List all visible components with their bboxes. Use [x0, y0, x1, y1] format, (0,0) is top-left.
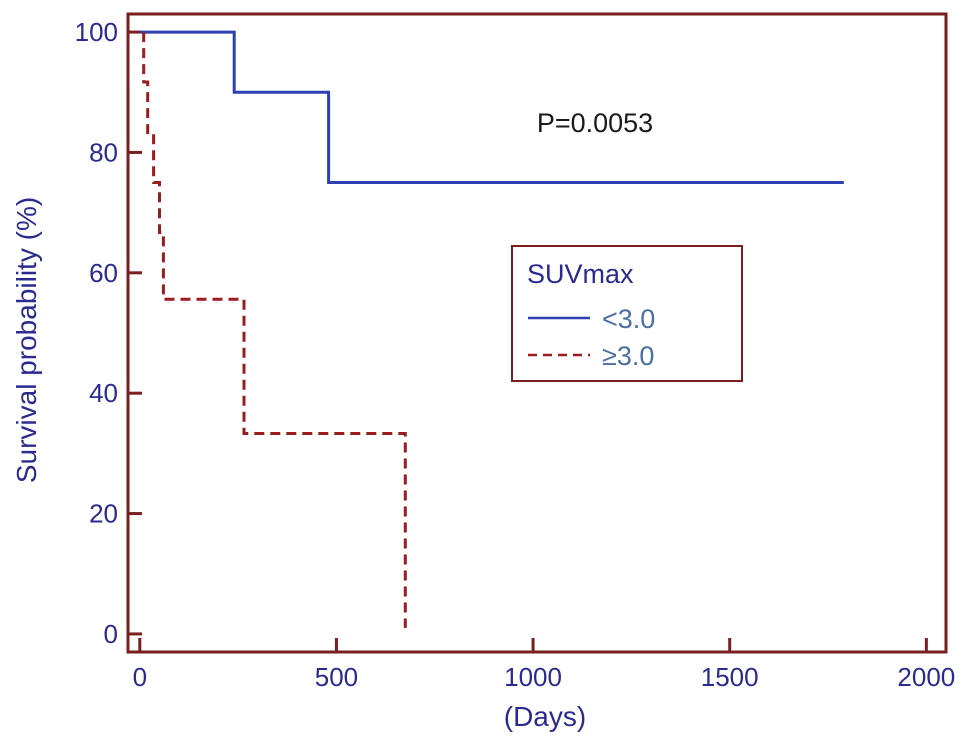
x-tick-label: 0	[133, 662, 147, 692]
plot-frame	[126, 12, 948, 654]
y-axis-ticks: 0 20 40 60 80 100	[75, 17, 142, 649]
y-tick-label: 40	[89, 378, 118, 408]
legend-title: SUVmax	[527, 259, 634, 289]
legend-entry-2: ≥3.0	[602, 341, 654, 371]
x-tick-label: 1500	[701, 662, 759, 692]
y-tick-label: 60	[89, 258, 118, 288]
y-axis-title: Survival probability (%)	[11, 197, 42, 483]
series-line-2	[142, 32, 407, 628]
x-axis-title: (Days)	[504, 701, 586, 732]
legend-box	[511, 245, 743, 382]
x-tick-label: 2000	[897, 662, 955, 692]
x-tick-label: 1000	[504, 662, 562, 692]
y-tick-label: 0	[104, 619, 118, 649]
series-layer	[139, 30, 844, 628]
series-line-1	[139, 30, 844, 184]
y-tick-label: 20	[89, 499, 118, 529]
y-tick-label: 80	[89, 137, 118, 167]
legend-entry-1: <3.0	[602, 304, 655, 334]
legend: SUVmax <3.0 ≥3.0	[511, 245, 743, 382]
x-axis-ticks: 0 500 1000 1500 2000	[133, 638, 955, 692]
y-tick-label: 100	[75, 17, 118, 47]
p-value-annotation: P=0.0053	[537, 108, 653, 138]
x-tick-label: 500	[315, 662, 358, 692]
